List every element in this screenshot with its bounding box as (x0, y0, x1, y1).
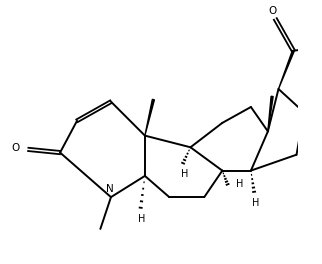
Text: H: H (252, 198, 259, 208)
Text: O: O (12, 143, 20, 153)
Text: H: H (138, 214, 146, 224)
Polygon shape (268, 96, 273, 131)
Text: H: H (181, 169, 188, 179)
Text: H: H (236, 180, 243, 189)
Text: N: N (107, 183, 114, 194)
Text: O: O (268, 6, 277, 16)
Polygon shape (145, 99, 154, 136)
Polygon shape (279, 50, 294, 89)
